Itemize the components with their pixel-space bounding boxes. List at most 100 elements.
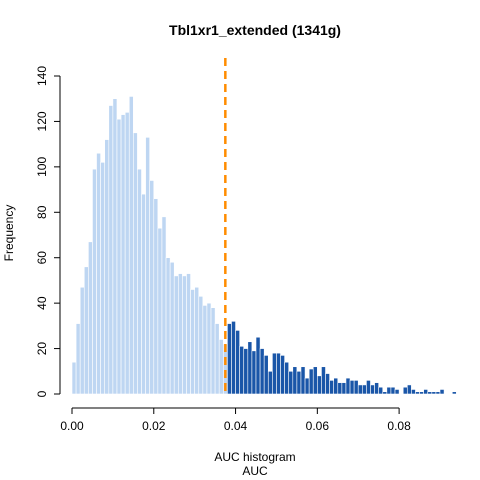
histogram-bar: [218, 339, 224, 395]
histogram-bar: [169, 261, 175, 395]
histogram-bar: [280, 355, 285, 395]
histogram-bar: [108, 105, 114, 395]
histogram-bar: [104, 139, 110, 395]
y-tick-label: 140: [35, 66, 49, 86]
histogram-bar: [325, 373, 330, 395]
histogram-bar: [304, 377, 310, 395]
histogram-bar: [247, 341, 253, 395]
histogram-bar: [353, 380, 359, 395]
histogram-bar: [370, 384, 375, 395]
histogram-bar: [182, 275, 187, 395]
histogram-bar: [206, 302, 212, 395]
histogram-bar: [259, 348, 265, 395]
histogram-bar: [251, 350, 257, 395]
histogram-bar: [366, 380, 371, 395]
x-tick-label: 0.08: [387, 419, 411, 433]
histogram-bar: [341, 382, 347, 395]
histogram-bar: [75, 323, 81, 395]
histogram-bar: [284, 361, 290, 395]
histogram-bar: [419, 391, 424, 395]
histogram-bar: [423, 389, 429, 395]
histogram-bar: [149, 180, 155, 395]
histogram-bar: [100, 162, 106, 395]
histogram-bar: [79, 286, 85, 395]
histogram-bar: [276, 352, 281, 395]
histogram-bar: [198, 296, 204, 395]
histogram-bar: [362, 384, 367, 395]
histogram-bars: [71, 96, 457, 395]
histogram-bar: [394, 389, 400, 395]
y-axis: 0 20 40 60 80 100 120 140: [35, 66, 61, 397]
histogram-bar: [357, 384, 363, 395]
histogram-bar: [267, 370, 273, 395]
histogram-bar: [165, 257, 171, 395]
histogram-bar: [431, 391, 437, 395]
histogram-bar: [312, 366, 318, 395]
y-tick-label: 0: [35, 390, 49, 397]
histogram-bar: [243, 348, 249, 395]
histogram-bar: [116, 118, 122, 395]
y-tick-label: 60: [35, 251, 49, 265]
histogram-bar: [239, 345, 245, 395]
histogram-bar: [292, 366, 298, 395]
histogram-bar: [190, 289, 195, 395]
histogram-bar: [272, 352, 277, 395]
histogram-bar: [374, 382, 379, 395]
histogram-bar: [145, 137, 150, 395]
histogram-bar: [88, 241, 93, 395]
histogram-bar: [296, 370, 302, 395]
histogram-bar: [406, 384, 412, 395]
histogram-bar: [157, 227, 163, 395]
histogram-bar: [255, 336, 261, 395]
histogram-bar: [120, 114, 126, 395]
histogram-bar: [210, 307, 216, 395]
histogram-bar: [300, 366, 306, 395]
histogram-bar: [202, 305, 208, 395]
histogram-bar: [96, 152, 101, 395]
histogram-bar: [83, 266, 89, 395]
histogram-bar: [124, 112, 130, 395]
chart-title: Tbl1xr1_extended (1341g): [169, 22, 341, 38]
x-tick-label: 0.06: [306, 419, 330, 433]
histogram-bar: [451, 391, 457, 395]
histogram-bar: [173, 275, 179, 395]
histogram-bar: [141, 193, 146, 395]
histogram-bar: [415, 391, 420, 395]
histogram-bar: [71, 361, 77, 395]
histogram-bar: [288, 370, 294, 395]
histogram-bar: [345, 377, 351, 395]
histogram-bar: [317, 375, 322, 395]
histogram-bar: [186, 273, 191, 395]
y-tick-label: 80: [35, 205, 49, 219]
histogram-bar: [427, 391, 433, 395]
y-tick-label: 120: [35, 111, 49, 131]
histogram-bar: [133, 132, 138, 395]
x-tick-label: 0.04: [224, 419, 248, 433]
histogram-bar: [137, 168, 142, 395]
histogram-bar: [329, 380, 334, 395]
histogram-bar: [333, 377, 339, 395]
histogram-bar: [349, 380, 355, 395]
histogram-bar: [227, 323, 232, 395]
histogram-bar: [178, 273, 183, 395]
histogram-bar: [92, 168, 97, 395]
histogram-bar: [231, 321, 236, 395]
histogram-bar: [194, 286, 200, 395]
histogram-bar: [439, 389, 445, 395]
histogram-bar: [263, 355, 269, 395]
histogram-bar: [382, 391, 388, 395]
x-axis-label: AUC histogram: [214, 450, 295, 464]
x-axis: 0.00 0.02 0.04 0.06 0.08: [60, 407, 411, 433]
histogram-bar: [378, 386, 384, 395]
histogram-bar: [128, 96, 134, 395]
histogram-bar: [153, 198, 159, 395]
y-tick-label: 40: [35, 296, 49, 310]
x-tick-label: 0.02: [142, 419, 166, 433]
histogram-bar: [161, 216, 167, 395]
x-axis-sublabel: AUC: [242, 464, 268, 478]
histogram-bar: [235, 330, 240, 395]
histogram-bar: [402, 386, 408, 395]
x-tick-label: 0.00: [60, 419, 84, 433]
y-tick-label: 20: [35, 342, 49, 356]
